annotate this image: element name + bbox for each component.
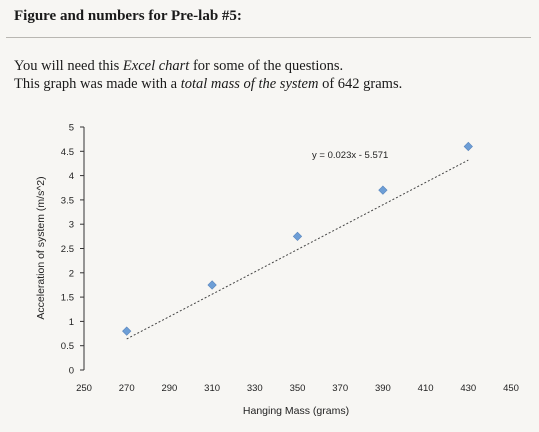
data-point-marker <box>292 231 303 241</box>
y-tick-label: 1 <box>69 317 74 328</box>
intro-line-2-start: This graph was made with a <box>14 76 181 92</box>
intro-line-1-emphasis: Excel chart <box>122 58 190 74</box>
trendline-equation: y = 0.023x - 5.571 <box>312 150 388 161</box>
x-tick-label: 450 <box>503 383 519 394</box>
y-tick-label: 1.5 <box>61 293 74 304</box>
x-tick-label: 290 <box>161 383 177 394</box>
x-tick-label: 250 <box>76 383 92 394</box>
x-axis-title: Hanging Mass (grams) <box>243 405 349 417</box>
y-tick-label: 2 <box>69 268 74 279</box>
intro-line-2: This graph was made with a total mass of… <box>14 76 402 93</box>
title-divider <box>6 37 531 38</box>
y-tick-label: 2.5 <box>61 244 74 255</box>
x-tick-label: 430 <box>460 383 476 394</box>
intro-line-2-emphasis: total mass of the system <box>180 76 319 92</box>
intro-line-1-end: for some of the questions. <box>189 58 344 74</box>
y-tick-label: 3 <box>69 220 74 231</box>
y-tick-label: 4.5 <box>61 147 74 158</box>
data-point-marker <box>463 141 473 152</box>
y-tick-label: 5 <box>69 123 74 134</box>
y-tick-label: 0 <box>69 366 74 377</box>
y-ticks: 0 0.5 1 1.5 2 2.5 3 3.5 4 4.5 5 <box>61 123 84 377</box>
data-point-marker <box>207 280 217 290</box>
x-tick-label: 370 <box>332 383 348 394</box>
intro-line-2-end: of 642 grams. <box>318 76 403 92</box>
x-tick-label: 350 <box>290 383 306 394</box>
intro-line-1-start: You will need this <box>14 58 123 74</box>
y-tick-label: 3.5 <box>61 195 74 206</box>
x-tick-label: 330 <box>247 383 263 394</box>
page-title: Figure and numbers for Pre-lab #5: <box>14 8 242 24</box>
x-tick-label: 310 <box>204 383 220 394</box>
x-tick-label: 410 <box>418 383 434 394</box>
y-axis-title: Acceleration of system (m/s^2) <box>35 176 47 319</box>
trendline <box>126 159 469 340</box>
data-point-marker <box>122 326 132 336</box>
data-points <box>122 141 473 336</box>
x-tick-labels: 250 270 290 310 330 350 370 390 410 430 450 <box>76 383 519 394</box>
data-point-marker <box>378 185 388 195</box>
intro-line-1: You will need this Excel chart for some … <box>14 58 343 75</box>
x-tick-label: 390 <box>375 383 391 394</box>
y-tick-label: 4 <box>69 171 74 182</box>
x-tick-label: 270 <box>119 383 135 394</box>
y-tick-label: 0.5 <box>61 341 74 352</box>
